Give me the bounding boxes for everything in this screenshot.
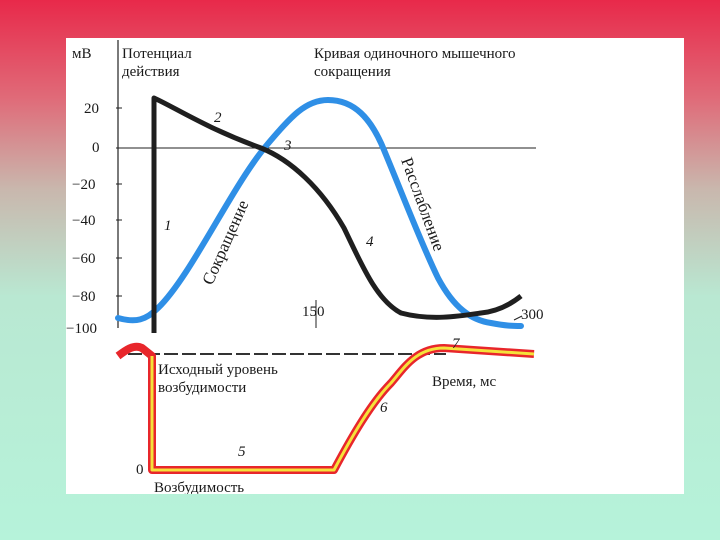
phase-number-4: 4 <box>366 234 374 250</box>
action-potential-curve <box>151 95 523 333</box>
phase-number-1: 1 <box>164 218 172 234</box>
action-potential-title-line1: Потенциал <box>122 46 192 62</box>
contraction-curve-title-line2: сокращения <box>314 64 391 80</box>
y-tick-label: 0 <box>92 140 100 156</box>
zero-excitability-label: 0 <box>136 462 144 478</box>
phase-number-6: 6 <box>380 400 388 416</box>
y-tick-label: −20 <box>72 177 95 193</box>
phase-number-5: 5 <box>238 444 246 460</box>
muscle-contraction-diagram: мВ 20 0 −20 −40 −60 −80 −100 Потенциал д… <box>66 40 544 496</box>
y-tick-label: −40 <box>72 213 95 229</box>
x-tick-label: 150 <box>302 304 325 320</box>
phase-number-7: 7 <box>452 336 461 352</box>
diagram-panel: мВ 20 0 −20 −40 −60 −80 −100 Потенциал д… <box>66 38 684 496</box>
y-tick-label: −100 <box>66 321 97 337</box>
phase-number-3: 3 <box>283 138 292 154</box>
baseline-label-line1: Исходный уровень <box>158 362 278 378</box>
action-potential-title-line2: действия <box>122 64 180 80</box>
x-tick-300 <box>513 315 523 321</box>
y-tick-group: 20 0 −20 −40 −60 −80 −100 <box>66 101 122 337</box>
y-tick-label: −60 <box>72 251 95 267</box>
y-tick-label: −80 <box>72 289 95 305</box>
x-tick-label: 300 <box>521 307 544 323</box>
y-tick-label: 20 <box>84 101 99 117</box>
baseline-label-line2: возбудимости <box>158 380 246 396</box>
contraction-curve <box>115 96 524 329</box>
excitability-axis-label: Возбудимость <box>154 480 244 494</box>
time-axis-label: Время, мс <box>432 374 497 390</box>
excitability-curve-inner <box>150 346 535 472</box>
contraction-curve-title-line1: Кривая одиночного мышечного <box>314 46 515 62</box>
phase-number-2: 2 <box>214 110 222 126</box>
y-unit-label: мВ <box>72 46 92 62</box>
